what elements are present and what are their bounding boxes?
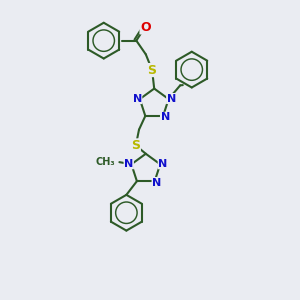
Text: N: N [152, 178, 161, 188]
Text: CH₃: CH₃ [96, 157, 116, 167]
Text: N: N [160, 112, 170, 122]
Text: N: N [167, 94, 176, 103]
Text: O: O [140, 21, 151, 34]
Text: S: S [148, 64, 157, 76]
Text: N: N [124, 159, 134, 169]
Text: S: S [131, 139, 140, 152]
Text: N: N [158, 159, 167, 169]
Text: N: N [133, 94, 142, 103]
